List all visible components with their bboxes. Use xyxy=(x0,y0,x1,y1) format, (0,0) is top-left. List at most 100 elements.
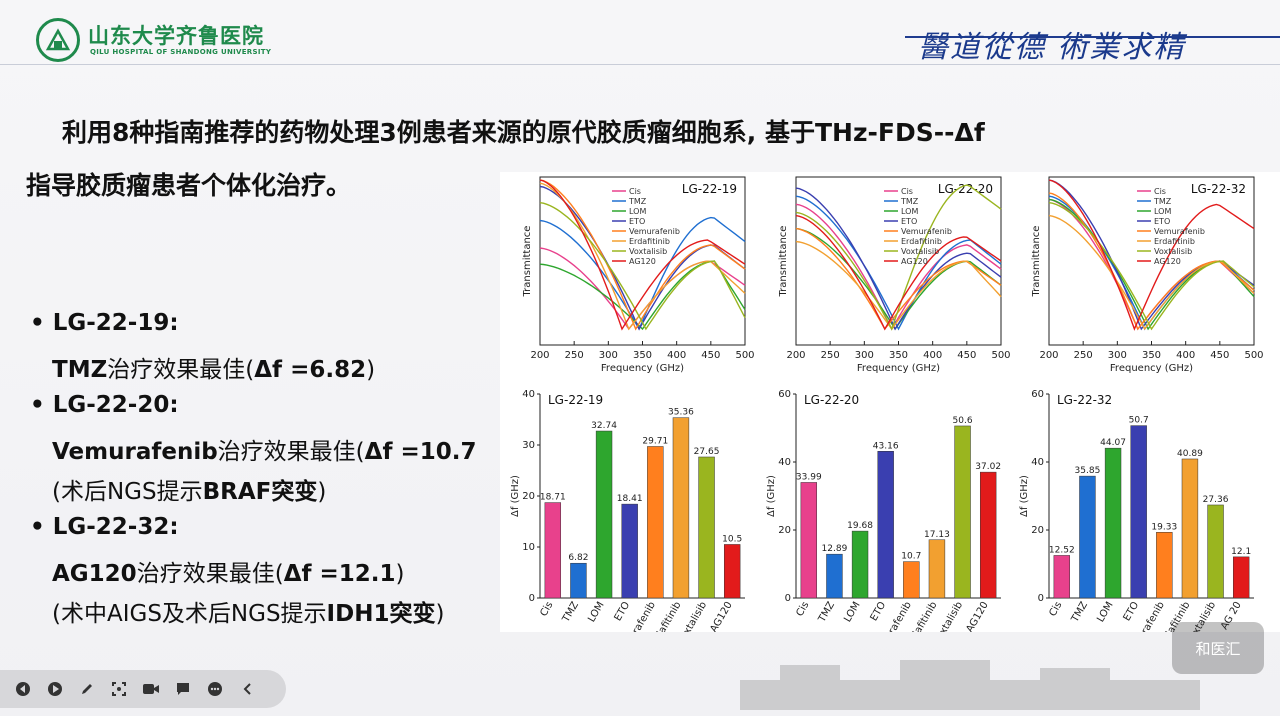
y-tick-label: 40 xyxy=(522,389,535,400)
bar-lom xyxy=(1104,447,1122,599)
legend-label: TMZ xyxy=(1153,197,1172,206)
collapse-icon[interactable] xyxy=(232,674,262,704)
x-tick-label: 250 xyxy=(821,350,840,361)
prev-icon[interactable] xyxy=(8,674,38,704)
bar-tmz xyxy=(570,562,587,599)
series-line-tmz xyxy=(795,195,1002,331)
x-tick-label: 200 xyxy=(786,350,805,361)
bar-ag120 xyxy=(1232,556,1250,599)
bar-cis xyxy=(1053,555,1071,599)
bar-value-label: 27.65 xyxy=(694,447,720,457)
camera-icon[interactable] xyxy=(136,674,166,704)
y-tick-label: 60 xyxy=(1031,389,1044,400)
y-tick-label: 30 xyxy=(522,440,535,451)
bar-category-label: ETO xyxy=(869,600,889,623)
bullet-lg-22-20-label: • LG-22-20: xyxy=(30,392,179,418)
bar-category-label: TMZ xyxy=(1069,600,1090,625)
bar-value-label: 18.41 xyxy=(617,494,643,504)
building-silhouette-decoration xyxy=(740,660,1200,710)
more-icon[interactable] xyxy=(200,674,230,704)
y-tick-label: 40 xyxy=(778,457,791,468)
bar-value-label: 44.07 xyxy=(1100,438,1126,448)
header-rule xyxy=(905,36,1280,38)
legend-label: Vemurafenib xyxy=(1154,227,1205,236)
bullet-lg-22-32-note: (术中AIGS及术后NGS提示IDH1突变) xyxy=(52,601,445,627)
bar-erdafitinib xyxy=(928,539,946,599)
bullet-lg-22-20-text: Vemurafenib治疗效果最佳(Δf =10.7 xyxy=(52,439,477,465)
bar-value-label: 19.33 xyxy=(1151,522,1177,532)
bullet-lg-22-32-label: • LG-22-32: xyxy=(30,514,179,540)
bar-value-label: 27.36 xyxy=(1203,495,1229,505)
screenshot-icon[interactable] xyxy=(104,674,134,704)
pen-icon[interactable] xyxy=(72,674,102,704)
bar-eto xyxy=(1130,425,1147,599)
x-axis-label: Frequency (GHz) xyxy=(1110,363,1193,374)
bar-chart-title: LG-22-32 xyxy=(1057,393,1112,407)
x-tick-label: 400 xyxy=(923,350,942,361)
legend-label: Erdafitinib xyxy=(901,237,942,246)
presentation-toolbar xyxy=(0,670,286,708)
y-tick-label: 0 xyxy=(785,593,791,604)
hospital-motto: 醫道從德 術業求精 xyxy=(918,30,1186,65)
legend-label: LOM xyxy=(629,207,646,216)
x-tick-label: 450 xyxy=(701,350,720,361)
bar-vemurafenib xyxy=(1156,532,1173,599)
y-tick-label: 0 xyxy=(529,593,535,604)
legend-label: Voxtalisib xyxy=(901,247,939,256)
x-tick-label: 200 xyxy=(1039,350,1058,361)
legend-label: Erdafitinib xyxy=(1154,237,1195,246)
hospital-logo-icon xyxy=(36,18,80,62)
series-line-tmz xyxy=(539,216,746,331)
legend-label: Voxtalisib xyxy=(1154,247,1192,256)
x-tick-label: 400 xyxy=(1176,350,1195,361)
y-axis-label: Δf (GHz) xyxy=(510,475,521,517)
comment-icon[interactable] xyxy=(168,674,198,704)
legend-label: Vemurafenib xyxy=(629,227,680,236)
bar-erdafitinib xyxy=(1181,458,1199,599)
bullet-lg-22-19-text: TMZ治疗效果最佳(Δf =6.82) xyxy=(52,357,376,383)
series-line-lom xyxy=(795,227,1002,331)
bar-value-label: 43.16 xyxy=(873,441,899,451)
line-chart-title: LG-22-32 xyxy=(1191,182,1246,196)
legend-label: Vemurafenib xyxy=(901,227,952,236)
bar-ag120 xyxy=(723,544,741,599)
series-line-voxtalisib xyxy=(795,184,1002,331)
x-tick-label: 250 xyxy=(1074,350,1093,361)
line-chart-title: LG-22-20 xyxy=(938,182,993,196)
legend-label: ETO xyxy=(901,217,917,226)
bar-value-label: 10.5 xyxy=(722,534,742,544)
slide-title-line1: 利用8种指南推荐的药物处理3例患者来源的原代胶质瘤细胞系, 基于THz-FDS-… xyxy=(62,118,985,147)
series-line-eto xyxy=(795,187,1002,331)
y-tick-label: 60 xyxy=(778,389,791,400)
series-line-ag120 xyxy=(539,179,746,331)
series-line-eto xyxy=(1048,179,1255,331)
bar-category-label: ETO xyxy=(1122,600,1142,623)
series-line-cis xyxy=(795,203,1002,331)
x-tick-label: 400 xyxy=(667,350,686,361)
legend-label: AG120 xyxy=(629,257,656,266)
bar-value-label: 32.74 xyxy=(591,421,617,431)
bar-category-label: AG120 xyxy=(965,600,991,632)
y-tick-label: 0 xyxy=(1038,593,1044,604)
bar-tmz xyxy=(1079,475,1096,599)
bar-lom xyxy=(851,530,869,599)
bar-value-label: 40.89 xyxy=(1177,449,1203,459)
legend-label: LOM xyxy=(1154,207,1171,216)
bar-value-label: 50.7 xyxy=(1129,416,1149,426)
play-icon[interactable] xyxy=(40,674,70,704)
legend-label: Cis xyxy=(901,187,913,196)
legend-label: AG120 xyxy=(901,257,928,266)
watermark-badge: 和医汇 xyxy=(1172,622,1264,674)
header-divider xyxy=(0,64,1280,65)
bar-voxtalisib xyxy=(1207,504,1224,599)
bar-value-label: 12.89 xyxy=(822,544,848,554)
x-tick-label: 450 xyxy=(957,350,976,361)
bullet-lg-22-20-note: (术后NGS提示BRAF突变) xyxy=(52,479,327,505)
series-line-ag120 xyxy=(1048,179,1255,331)
y-axis-label: Δf (GHz) xyxy=(1019,475,1030,517)
line-chart-title: LG-22-19 xyxy=(682,182,737,196)
bar-value-label: 6.82 xyxy=(568,553,588,563)
results-figure: LG-22-19 200 250 300 350 400 450 500 Frequency (… xyxy=(500,172,1280,661)
x-tick-label: 350 xyxy=(633,350,652,361)
bar-value-label: 50.6 xyxy=(953,416,973,426)
